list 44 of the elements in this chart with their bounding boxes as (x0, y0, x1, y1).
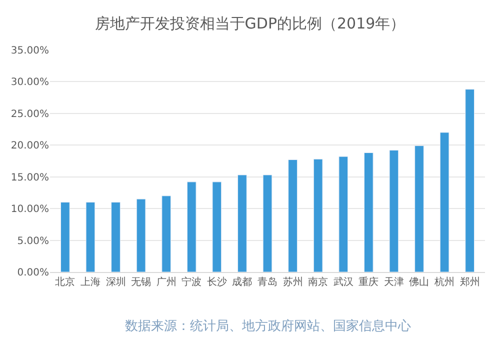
bar (136, 198, 146, 272)
x-tick-label: 郑州 (460, 276, 480, 288)
x-tick-label: 北京 (55, 276, 76, 288)
source-note: 数据来源：统计局、地方政府网站、国家信息中心 (125, 318, 411, 334)
y-tick-label: 5.00% (17, 236, 49, 247)
x-tick-label: 天津 (384, 276, 404, 288)
bar (60, 202, 70, 272)
bar (186, 182, 196, 272)
x-tick-label: 广州 (156, 276, 176, 288)
bar (440, 132, 450, 272)
y-tick-label: 35.00% (10, 46, 49, 56)
bar (111, 202, 120, 272)
y-tick-label: 10.00% (10, 204, 49, 216)
y-tick-label: 25.00% (10, 108, 49, 120)
x-tick-label: 上海 (80, 276, 100, 288)
bar (212, 182, 222, 272)
bar (162, 196, 172, 272)
bar (86, 202, 96, 272)
bar (262, 174, 272, 272)
bar (288, 159, 298, 272)
x-tick-label: 武汉 (333, 276, 354, 288)
chart-title: 房地产开发投资相当于GDP的比例（2019年） (94, 14, 406, 33)
bar (313, 158, 323, 272)
x-tick-label: 杭州 (434, 276, 455, 288)
x-tick-label: 重庆 (358, 276, 379, 288)
x-tick-label: 宁波 (182, 276, 202, 288)
y-tick-label: 30.00% (10, 77, 49, 88)
y-tick-label: 0.00% (17, 268, 49, 278)
bar (338, 156, 348, 272)
bar (465, 89, 474, 272)
x-tick-label: 苏州 (282, 276, 303, 288)
x-tick-label: 南京 (308, 276, 328, 288)
bar (238, 174, 247, 272)
x-tick-label: 佛山 (409, 276, 430, 288)
x-tick-label: 无锡 (131, 277, 152, 288)
bar (414, 146, 424, 272)
bar (364, 152, 374, 272)
x-tick-label: 长沙 (206, 276, 227, 288)
x-tick-label: 青岛 (258, 276, 278, 288)
y-tick-label: 15.00% (10, 172, 49, 184)
bar (389, 150, 399, 272)
x-tick-label: 深圳 (106, 276, 126, 288)
x-tick-label: 成都 (232, 276, 252, 288)
y-tick-label: 20.00% (10, 140, 49, 152)
